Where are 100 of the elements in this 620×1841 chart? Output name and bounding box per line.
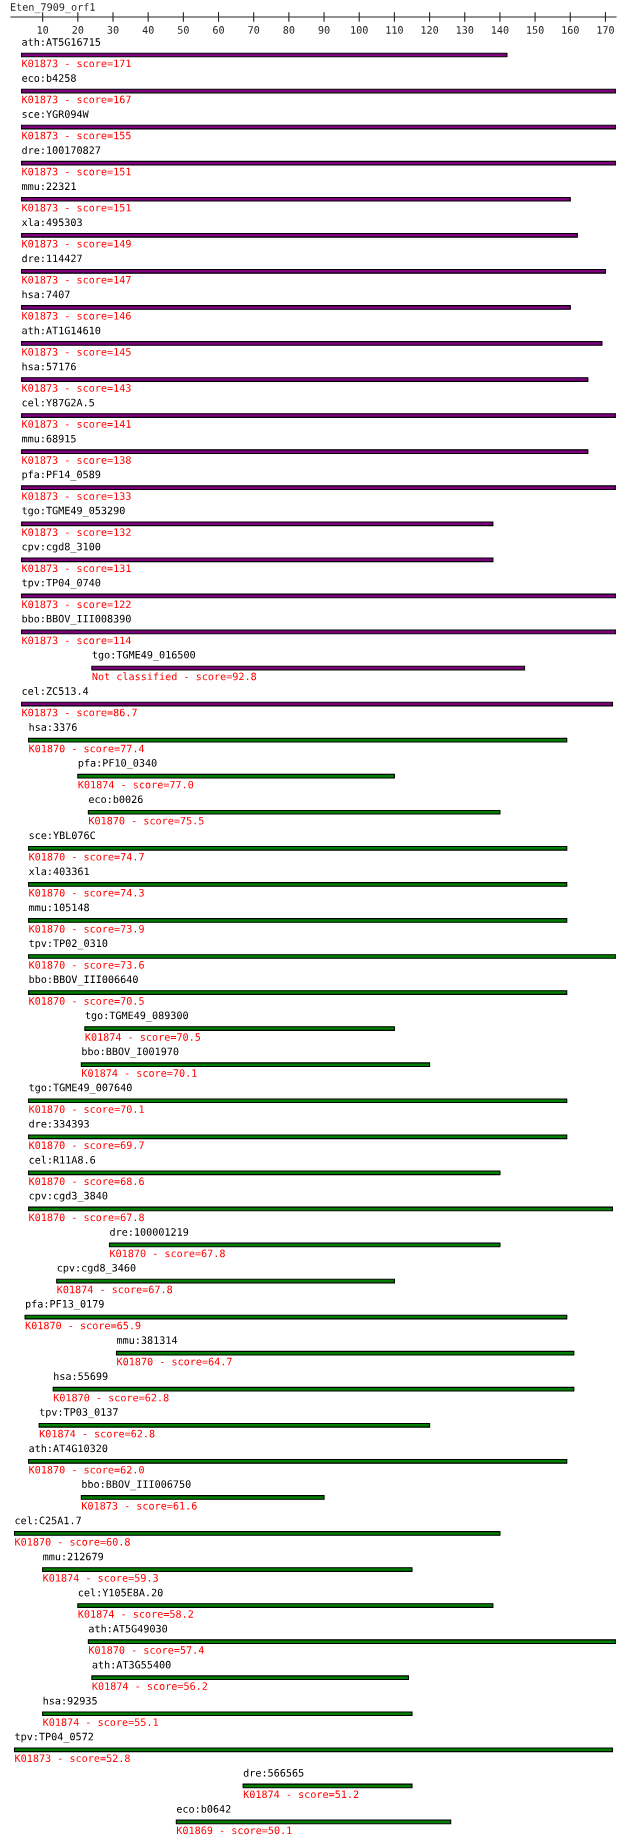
bar xyxy=(13,1747,614,1753)
bar xyxy=(28,1098,568,1104)
annotation: K01870 - score=62.8 xyxy=(53,1393,169,1402)
bar xyxy=(28,1206,614,1212)
bar xyxy=(20,232,578,238)
bar xyxy=(28,737,568,743)
annotation: K01870 - score=68.6 xyxy=(29,1177,144,1186)
bar xyxy=(80,1062,431,1068)
annotation: K01873 - score=86.7 xyxy=(22,708,137,717)
y-tick-label: hsa:92935 xyxy=(43,1696,97,1705)
y-tick-label: tpv:TP02_0310 xyxy=(29,939,108,950)
bar xyxy=(77,773,395,779)
bar xyxy=(28,954,616,959)
x-tick-label: 30 xyxy=(107,26,119,34)
annotation: K01870 - score=70.5 xyxy=(29,997,144,1005)
bar xyxy=(77,1603,494,1608)
annotation: K01873 - score=151 xyxy=(22,203,131,212)
bar xyxy=(242,1783,413,1789)
bar xyxy=(20,485,616,491)
annotation: K01870 - score=77.4 xyxy=(29,744,145,753)
y-tick-label: hsa:57176 xyxy=(22,362,76,371)
annotation: K01870 - score=62.0 xyxy=(29,1465,144,1474)
bar xyxy=(28,1134,568,1140)
bar xyxy=(20,449,589,455)
y-tick-label: hsa:55699 xyxy=(54,1372,108,1381)
annotation: K01873 - score=133 xyxy=(22,492,131,500)
annotation: K01873 - score=132 xyxy=(22,528,131,537)
annotation: K01873 - score=171 xyxy=(22,59,131,68)
y-tick-label: mmu:381314 xyxy=(117,1336,178,1344)
bar xyxy=(20,124,616,130)
bar xyxy=(42,1567,413,1572)
y-tick-label: ath:AT5G49030 xyxy=(89,1624,168,1633)
x-tick-label: 50 xyxy=(177,26,189,34)
y-tick-label: ath:AT5G16715 xyxy=(22,37,101,46)
bar xyxy=(20,701,614,707)
bar xyxy=(20,196,571,202)
annotation: K01873 - score=155 xyxy=(22,131,131,140)
annotation: K01873 - score=149 xyxy=(22,239,131,248)
y-tick-label: ath:AT3G55400 xyxy=(92,1660,171,1669)
bar xyxy=(20,593,616,599)
bar xyxy=(20,377,589,382)
annotation: K01873 - score=146 xyxy=(22,311,131,320)
y-tick-label: mmu:212679 xyxy=(43,1552,104,1561)
y-tick-label: eco:b0642 xyxy=(176,1804,231,1813)
x-tick-label: 130 xyxy=(456,26,474,34)
bar xyxy=(91,1675,410,1681)
y-tick-label: xla:403361 xyxy=(28,867,89,876)
annotation: K01870 - score=73.9 xyxy=(29,925,144,933)
x-tick-label: 110 xyxy=(386,26,403,34)
y-tick-label: tgo:TGME49_053290 xyxy=(22,506,125,517)
annotation: K01870 - score=74.7 xyxy=(29,852,144,861)
x-tick-label: 90 xyxy=(318,26,330,34)
bar xyxy=(28,990,568,995)
annotation: K01870 - score=67.8 xyxy=(29,1213,144,1222)
bar xyxy=(175,1819,452,1825)
y-tick-label: cel:R11A8.6 xyxy=(29,1155,96,1164)
annotation: K01870 - score=65.9 xyxy=(25,1321,141,1330)
bar xyxy=(20,413,616,418)
bar xyxy=(20,305,571,310)
bar xyxy=(13,1531,501,1536)
x-tick-label: 20 xyxy=(72,26,84,34)
annotation: K01873 - score=52.8 xyxy=(15,1754,130,1763)
y-tick-label: eco:b4258 xyxy=(22,74,76,82)
y-tick-label: mmu:22321 xyxy=(22,182,76,191)
bar xyxy=(87,1639,616,1644)
bar xyxy=(87,809,501,815)
y-tick-label: bbo:BBOV_I001970 xyxy=(82,1047,179,1058)
y-tick-label: eco:b0026 xyxy=(88,795,143,804)
annotation: K01873 - score=138 xyxy=(22,456,131,464)
y-tick-label: pfa:PF13_0179 xyxy=(26,1299,104,1310)
x-tick-label: 10 xyxy=(37,26,49,34)
annotation: K01874 - score=70.1 xyxy=(82,1069,197,1077)
bar xyxy=(20,269,607,274)
annotation: K01870 - score=74.3 xyxy=(29,888,144,897)
annotation: K01870 - score=73.6 xyxy=(29,961,144,969)
y-tick-label: dre:566565 xyxy=(243,1768,304,1777)
chart-title: Eten_7909_orf1 xyxy=(10,3,95,14)
x-tick-label: 70 xyxy=(248,26,260,34)
x-tick-label: 80 xyxy=(283,26,295,34)
y-tick-label: cel:C25A1.7 xyxy=(15,1516,81,1525)
y-tick-label: bbo:BBOV_III006750 xyxy=(82,1480,191,1491)
bar xyxy=(28,1170,501,1176)
annotation: K01873 - score=145 xyxy=(22,348,131,356)
y-tick-label: cel:Y105E8A.20 xyxy=(78,1588,163,1597)
y-tick-label: tpv:TP04_0740 xyxy=(22,578,101,589)
y-tick-label: pfa:PF10_0340 xyxy=(78,758,157,769)
y-tick-label: dre:100001219 xyxy=(110,1227,189,1236)
bar xyxy=(52,1386,575,1392)
y-tick-label: tgo:TGME49_089300 xyxy=(85,1011,188,1022)
annotation: K01870 - score=64.7 xyxy=(117,1357,232,1366)
annotation: K01873 - score=143 xyxy=(22,384,131,392)
y-tick-label: bbo:BBOV_III008390 xyxy=(22,614,131,625)
y-tick-label: sce:YBL076C xyxy=(29,831,95,840)
annotation: K01870 - score=57.4 xyxy=(89,1646,204,1654)
y-tick-label: ath:AT1G14610 xyxy=(22,326,101,335)
annotation: K01873 - score=167 xyxy=(22,95,131,104)
bar xyxy=(84,1026,395,1031)
bar xyxy=(28,1458,568,1464)
annotation: K01873 - score=122 xyxy=(22,600,131,609)
annotation: Not classified - score=92.8 xyxy=(92,672,257,681)
